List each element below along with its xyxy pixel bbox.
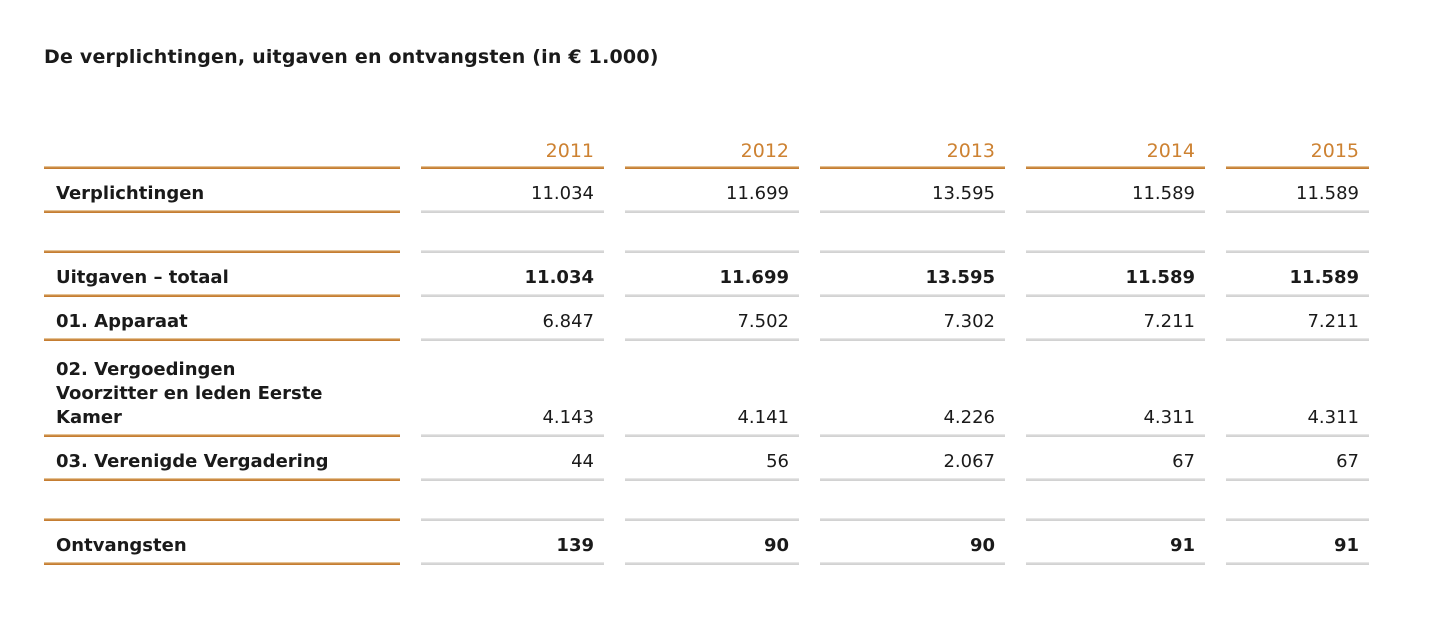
value-cell: 91 (1226, 521, 1369, 565)
value-cell: 139 (421, 521, 604, 565)
value-cell: 67 (1226, 437, 1369, 481)
value-cell (421, 481, 604, 521)
value-cell: 7.211 (1026, 297, 1205, 341)
header-label-cell (44, 138, 400, 169)
value-cell: 13.595 (820, 253, 1005, 297)
value-cell: 4.226 (820, 341, 1005, 437)
row-label: Ontvangsten (44, 521, 400, 565)
page-title: De verplichtingen, uitgaven en ontvangst… (44, 46, 659, 68)
value-cell (1226, 481, 1369, 521)
year-header: 2011 (421, 138, 604, 169)
value-cell (820, 481, 1005, 521)
value-cell: 4.143 (421, 341, 604, 437)
year-header: 2013 (820, 138, 1005, 169)
value-cell (625, 213, 799, 253)
value-cell (1226, 213, 1369, 253)
row-label: Verplichtingen (44, 169, 400, 213)
row-label: 02. Vergoedingen Voorzitter en leden Eer… (44, 341, 400, 437)
value-cell: 4.141 (625, 341, 799, 437)
value-cell: 11.589 (1226, 169, 1369, 213)
value-cell: 11.589 (1026, 253, 1205, 297)
row-label: 01. Apparaat (44, 297, 400, 341)
value-cell (820, 213, 1005, 253)
value-cell: 44 (421, 437, 604, 481)
table-row: 03. Verenigde Vergadering 44 56 2.067 67 67 (44, 437, 1369, 481)
year-header: 2014 (1026, 138, 1205, 169)
value-cell: 90 (625, 521, 799, 565)
table-row: Ontvangsten 139 90 90 91 91 (44, 521, 1369, 565)
value-cell: 2.067 (820, 437, 1005, 481)
value-cell (1026, 481, 1205, 521)
value-cell: 7.302 (820, 297, 1005, 341)
budget-table: 2011 2012 2013 2014 2015 Verplichtingen 1… (44, 138, 1369, 565)
table-row: 02. Vergoedingen Voorzitter en leden Eer… (44, 341, 1369, 437)
value-cell: 13.595 (820, 169, 1005, 213)
spacer-row (44, 213, 1369, 253)
value-cell: 11.589 (1026, 169, 1205, 213)
value-cell: 7.211 (1226, 297, 1369, 341)
row-label: Uitgaven – totaal (44, 253, 400, 297)
value-cell: 11.034 (421, 169, 604, 213)
value-cell: 11.699 (625, 169, 799, 213)
table-row: 01. Apparaat 6.847 7.502 7.302 7.211 7.211 (44, 297, 1369, 341)
year-header: 2015 (1226, 138, 1369, 169)
row-label (44, 213, 400, 253)
table-header-row: 2011 2012 2013 2014 2015 (44, 138, 1369, 169)
table-row: Verplichtingen 11.034 11.699 13.595 11.589 11… (44, 169, 1369, 213)
value-cell: 90 (820, 521, 1005, 565)
row-label: 03. Verenigde Vergadering (44, 437, 400, 481)
table-row: Uitgaven – totaal 11.034 11.699 13.595 11.58… (44, 253, 1369, 297)
value-cell: 11.699 (625, 253, 799, 297)
value-cell: 91 (1026, 521, 1205, 565)
value-cell: 6.847 (421, 297, 604, 341)
value-cell: 7.502 (625, 297, 799, 341)
value-cell (1026, 213, 1205, 253)
value-cell: 11.589 (1226, 253, 1369, 297)
value-cell: 56 (625, 437, 799, 481)
value-cell (421, 213, 604, 253)
value-cell: 67 (1026, 437, 1205, 481)
value-cell (625, 481, 799, 521)
value-cell: 4.311 (1226, 341, 1369, 437)
year-header: 2012 (625, 138, 799, 169)
row-label (44, 481, 400, 521)
value-cell: 4.311 (1026, 341, 1205, 437)
table-body: Verplichtingen 11.034 11.699 13.595 11.589 11… (44, 169, 1369, 565)
spacer-row (44, 481, 1369, 521)
value-cell: 11.034 (421, 253, 604, 297)
